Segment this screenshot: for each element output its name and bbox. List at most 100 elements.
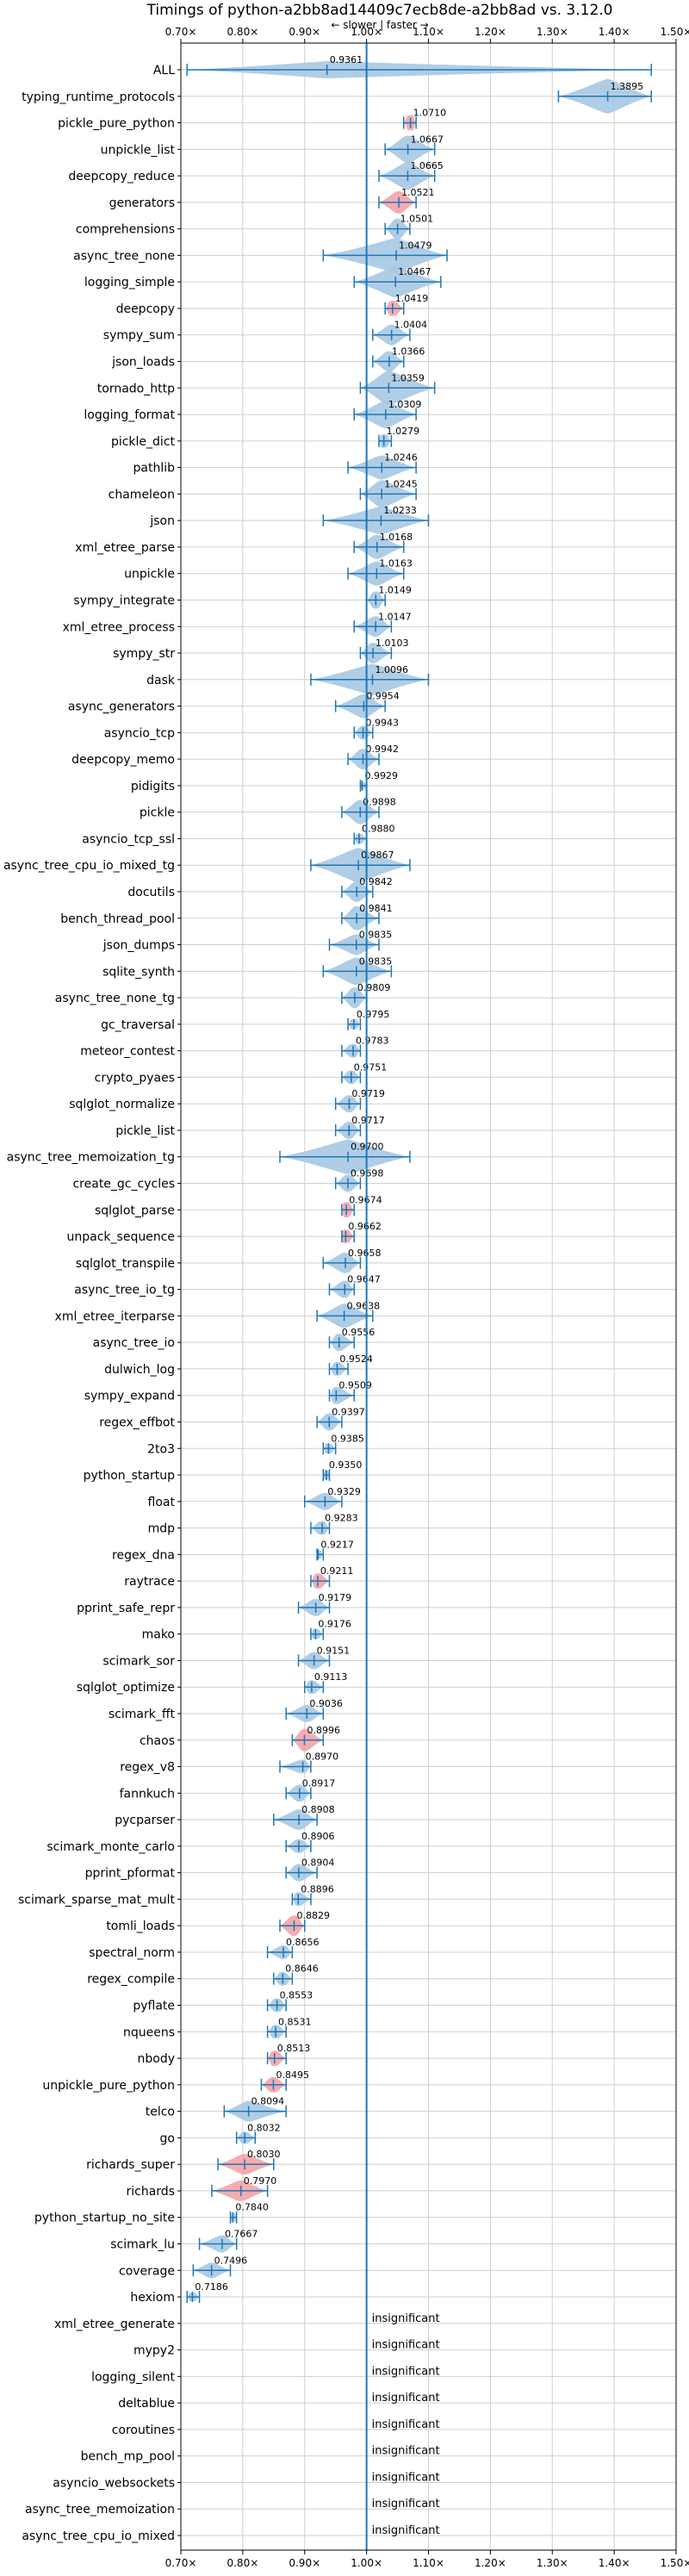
x-tick-label-bottom: 0.70× (165, 2557, 197, 2569)
benchmark-label: chameleon (109, 488, 175, 501)
x-tick-label-top: 0.70× (165, 26, 197, 38)
benchmark-label: sqlglot_normalize (69, 1098, 175, 1111)
benchmark-label: bench_thread_pool (60, 912, 175, 926)
x-tick-label-top: 1.40× (599, 26, 630, 38)
benchmark-label: mdp (148, 1522, 176, 1536)
value-label: 0.8094 (251, 2096, 285, 2107)
value-label: 0.7496 (214, 2255, 248, 2266)
value-label: 0.9841 (359, 903, 393, 914)
value-label: 0.8646 (285, 1963, 319, 1975)
value-label: 1.0163 (379, 558, 413, 569)
value-label: 1.0419 (395, 293, 429, 304)
benchmark-label: async_tree_cpu_io_mixed (22, 2529, 175, 2543)
insignificant-label: insignificant (372, 2445, 440, 2458)
value-label: 1.0501 (400, 214, 434, 225)
x-tick-label-bottom: 1.20× (475, 2557, 506, 2569)
benchmark-label: hexiom (130, 2291, 175, 2305)
value-label: 0.7840 (235, 2202, 269, 2213)
benchmark-label: scimark_fft (109, 1708, 176, 1721)
benchmark-label: scimark_monte_carlo (47, 1840, 175, 1854)
x-tick-label-bottom: 1.00× (351, 2557, 382, 2569)
benchmark-label: chaos (140, 1734, 175, 1748)
value-label: 0.9783 (356, 1036, 389, 1047)
value-label: 0.9397 (332, 1406, 365, 1417)
benchmark-label: sqlglot_optimize (77, 1681, 175, 1695)
benchmark-label: float (148, 1496, 176, 1509)
insignificant-label: insignificant (372, 2365, 440, 2378)
value-label: 0.9898 (363, 797, 396, 808)
benchmark-label: 2to3 (147, 1442, 175, 1456)
benchmark-label: sqlglot_parse (95, 1204, 175, 1217)
violins: 0.9361 1.3895 1.0710 1.0667 1.0665 1.0521 1.05… (186, 43, 652, 2550)
benchmark-label: deepcopy (116, 302, 175, 316)
value-label: 0.9283 (325, 1513, 358, 1524)
benchmark-label: pathlib (133, 462, 176, 476)
value-label: 1.0245 (384, 478, 418, 489)
benchmark-label: asyncio_tcp (104, 726, 175, 740)
value-label: 1.0710 (413, 108, 447, 119)
value-label: 0.9179 (319, 1592, 352, 1603)
value-label: 1.0246 (384, 452, 418, 464)
value-label: 1.0309 (388, 399, 422, 410)
benchmark-label: telco (146, 2106, 175, 2119)
value-label: 0.9524 (339, 1353, 373, 1365)
x-tick-label-bottom: 1.50× (661, 2557, 689, 2569)
value-label: 0.9662 (348, 1221, 382, 1232)
benchmark-label: spectral_norm (89, 1946, 175, 1960)
value-label: 0.9329 (327, 1486, 361, 1497)
value-label: 0.8513 (277, 2043, 311, 2054)
value-label: 0.9211 (320, 1565, 354, 1577)
value-label: 0.9719 (351, 1088, 385, 1099)
benchmark-label: sympy_expand (84, 1390, 175, 1403)
benchmark-label: async_tree_io_tg (74, 1284, 175, 1297)
benchmark-label: dask (146, 674, 176, 688)
category-labels: ALL typing_runtime_protocols pickle_pure_p… (3, 64, 181, 2543)
benchmark-label: create_gc_cycles (72, 1178, 175, 1192)
chart-title: Timings of python-a2bb8ad14409c7ecb8de-a… (146, 2, 612, 19)
x-tick-label-top: 1.50× (661, 26, 689, 38)
value-label: 0.8970 (306, 1752, 339, 1763)
value-label: 1.0467 (398, 266, 431, 277)
plot-frame (180, 42, 677, 2551)
benchmark-label: raytrace (124, 1575, 175, 1589)
benchmark-label: fannkuch (120, 1787, 175, 1801)
benchmark-label: sqlite_synth (102, 965, 175, 979)
benchmark-label: sympy_str (113, 647, 175, 661)
value-label: 0.9929 (365, 770, 399, 781)
benchmark-label: deltablue (118, 2397, 175, 2411)
benchmark-label: unpickle (124, 568, 175, 582)
benchmark-label: xml_etree_parse (75, 541, 175, 555)
value-label: 1.0096 (376, 664, 409, 675)
value-label: 0.9151 (317, 1645, 351, 1656)
benchmark-label: mypy2 (133, 2344, 175, 2358)
value-label: 0.9835 (359, 930, 393, 941)
benchmark-label: deepcopy_reduce (68, 170, 175, 184)
benchmark-label: nqueens (123, 2025, 175, 2039)
value-label: 0.8553 (280, 1990, 313, 2001)
insignificant-label: insignificant (372, 2498, 440, 2511)
insignificant-label: insignificant (372, 2418, 440, 2431)
benchmark-label: go (160, 2131, 175, 2145)
insignificant-label: insignificant (372, 2339, 440, 2352)
insignificant-label: insignificant (372, 2471, 440, 2484)
benchmark-label: scimark_sor (102, 1654, 175, 1668)
value-label: 0.9795 (357, 1009, 390, 1020)
benchmark-label: sqlglot_transpile (76, 1257, 175, 1271)
benchmark-label: bench_mp_pool (81, 2450, 175, 2464)
value-label: 0.9942 (365, 744, 399, 755)
insignificant-label: insignificant (372, 2312, 440, 2325)
value-label: 1.0103 (376, 638, 409, 649)
benchmark-label: async_tree_none_tg (55, 992, 175, 1005)
benchmark-label: async_tree_none (73, 249, 175, 263)
benchmark-label: tornado_http (97, 382, 175, 395)
benchmark-label: sympy_sum (103, 329, 175, 343)
value-label: 1.0147 (378, 611, 412, 622)
benchmark-label: scimark_lu (110, 2237, 175, 2251)
benchmark-label: python_startup (84, 1469, 175, 1483)
benchmark-label: richards (127, 2185, 176, 2199)
value-label: 0.8906 (301, 1831, 335, 1842)
benchmark-label: unpack_sequence (67, 1230, 175, 1244)
value-label: 0.9717 (351, 1115, 385, 1126)
x-tick-label-top: 1.30× (537, 26, 568, 38)
